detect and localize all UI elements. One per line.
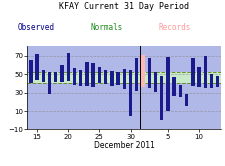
Bar: [41, 70, 45, 82]
Bar: [48, 72, 51, 94]
Bar: [190, 58, 194, 86]
Bar: [60, 65, 63, 82]
Bar: [97, 67, 101, 83]
Bar: [141, 55, 144, 87]
Bar: [165, 57, 169, 111]
Bar: [79, 70, 82, 86]
Bar: [27, 72, 220, 83]
Bar: [72, 68, 76, 85]
Bar: [147, 58, 150, 88]
Bar: [196, 67, 200, 87]
X-axis label: December 2011: December 2011: [93, 141, 154, 150]
Bar: [116, 72, 119, 85]
Bar: [184, 94, 187, 106]
Bar: [153, 72, 156, 92]
Bar: [172, 77, 175, 96]
Bar: [54, 72, 57, 83]
Bar: [122, 69, 126, 89]
Text: KFAY Current 31 Day Period: KFAY Current 31 Day Period: [59, 2, 189, 11]
Bar: [159, 76, 163, 120]
Bar: [135, 58, 138, 91]
Text: Normals: Normals: [90, 23, 122, 32]
Text: Observed: Observed: [18, 23, 55, 32]
Bar: [66, 53, 70, 81]
Bar: [178, 85, 181, 97]
Bar: [91, 63, 94, 87]
Bar: [209, 74, 212, 88]
Bar: [215, 76, 218, 87]
Bar: [128, 70, 132, 116]
Bar: [104, 70, 107, 84]
Bar: [110, 71, 113, 86]
Bar: [29, 60, 32, 83]
Text: Records: Records: [158, 23, 190, 32]
Bar: [203, 56, 206, 88]
Bar: [85, 62, 88, 86]
Bar: [35, 54, 39, 80]
